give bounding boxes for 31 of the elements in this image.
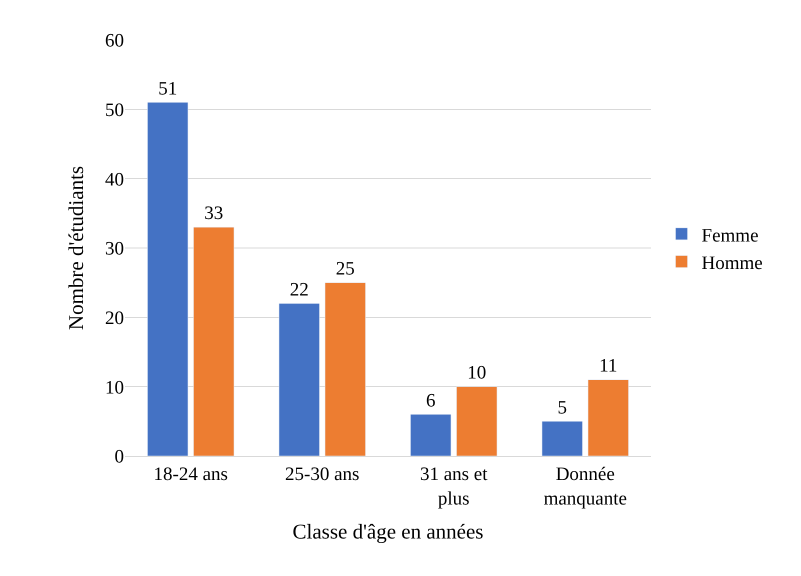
legend-label: Femme [702, 225, 759, 246]
legend-label: Homme [702, 252, 763, 274]
y-axis-title: Nombre d'étudiants [64, 166, 88, 330]
data-label: 22 [290, 279, 309, 300]
x-tick-label: Donnée manquante [544, 464, 627, 510]
bar [542, 421, 583, 456]
bar [410, 414, 452, 456]
y-tick-label: 60 [105, 30, 124, 52]
y-tick-label: 0 [114, 446, 124, 468]
data-label: 33 [204, 203, 224, 224]
data-label: 6 [426, 390, 436, 412]
bar [193, 226, 234, 456]
x-tick-label: 31 ans et plus [420, 464, 488, 510]
bar [588, 379, 629, 456]
bar [147, 102, 188, 456]
y-tick-label: 50 [105, 100, 124, 121]
y-tick-label: 40 [105, 169, 124, 190]
data-label: 25 [336, 258, 355, 280]
data-label: 5 [557, 397, 567, 418]
x-axis-title: Classe d'âge en années [292, 520, 484, 544]
data-label: 51 [158, 78, 178, 100]
bar [278, 303, 320, 456]
bar [456, 386, 498, 456]
bar [324, 282, 366, 456]
y-tick-label: 10 [105, 377, 124, 398]
x-tick-label: 25-30 ans [285, 464, 360, 485]
y-tick-label: 20 [105, 308, 124, 329]
data-label: 11 [599, 356, 618, 377]
data-label: 10 [467, 362, 486, 384]
y-tick-label: 30 [105, 238, 124, 260]
x-tick-label: 18-24 ans [154, 464, 228, 485]
